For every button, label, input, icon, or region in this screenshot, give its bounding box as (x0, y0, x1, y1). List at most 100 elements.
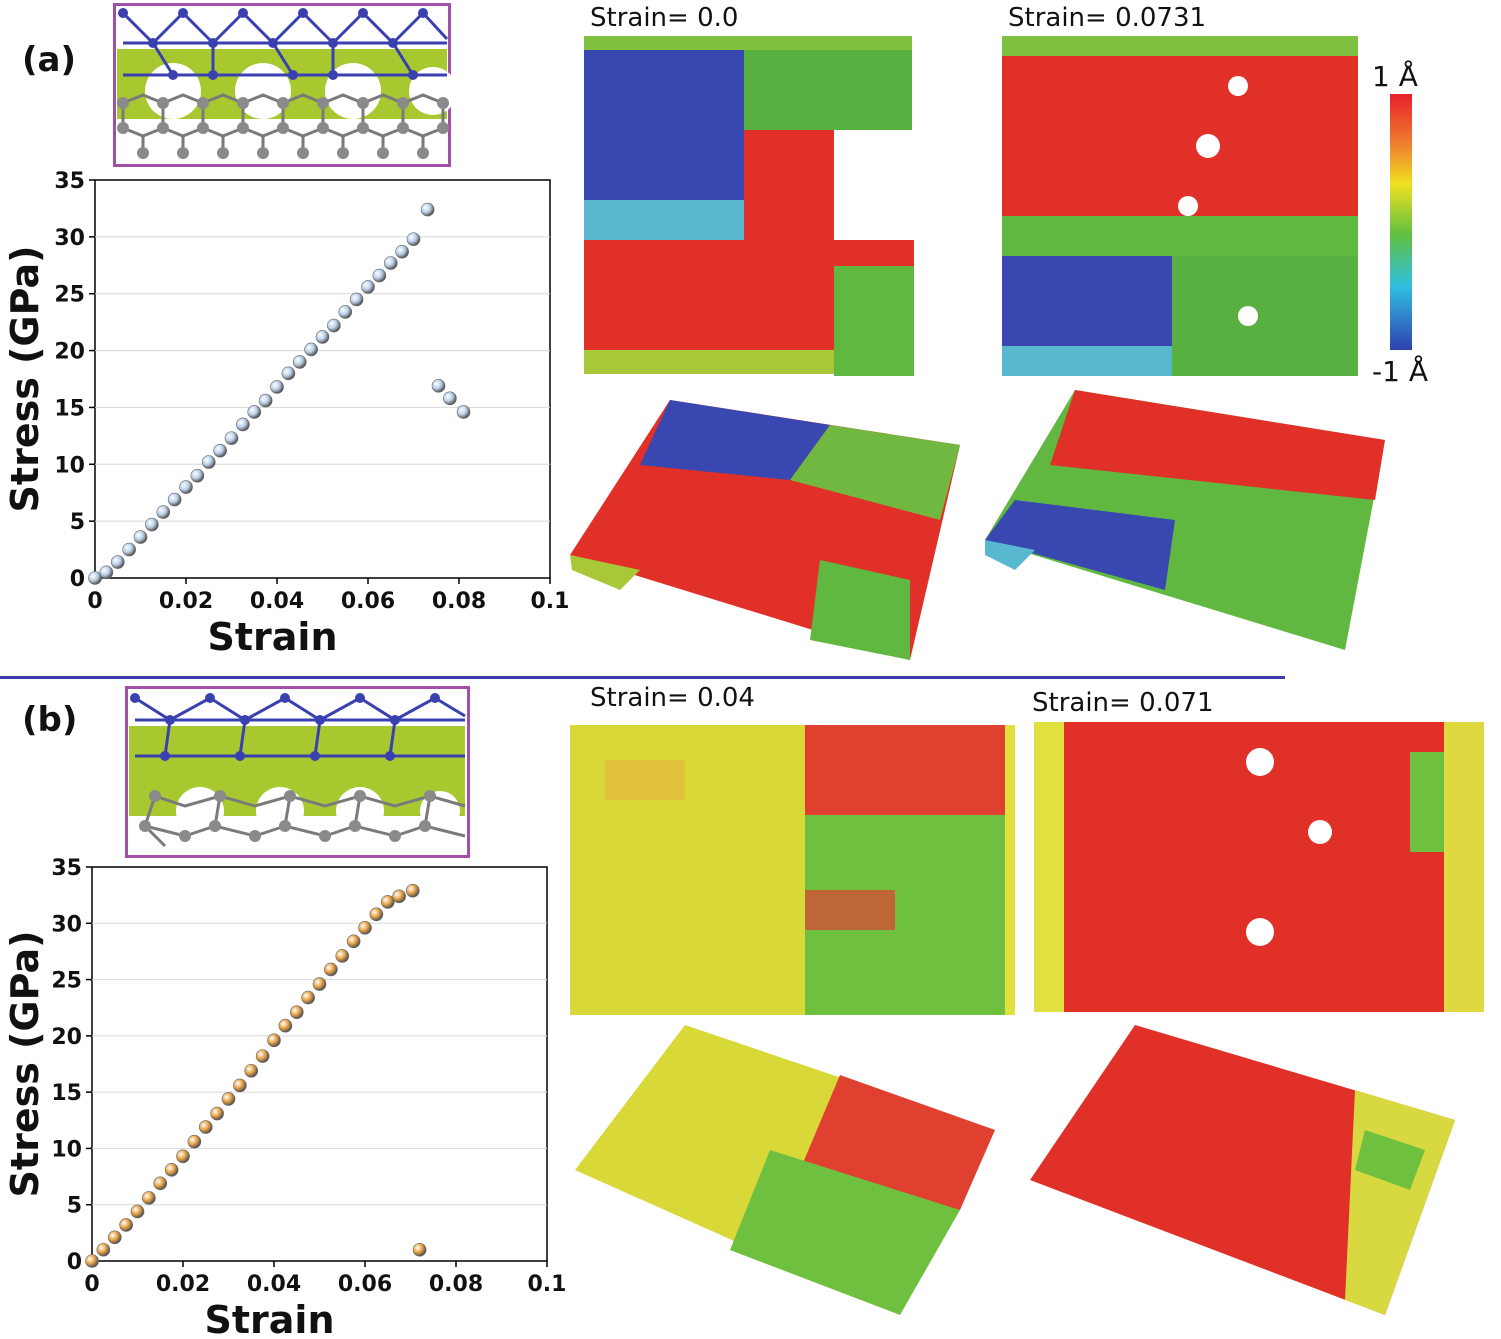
data-point (236, 417, 250, 432)
structure-side-view-a (113, 3, 451, 167)
data-point (258, 393, 273, 408)
x-tick-label: 0.04 (250, 589, 304, 614)
data-point (133, 530, 148, 544)
data-point (301, 990, 315, 1005)
x-tick-label: 0.02 (159, 589, 213, 614)
plot-area (94, 179, 551, 579)
data-point (406, 232, 421, 246)
data-point (201, 455, 216, 469)
atomic-map-b-strain-0071 (1030, 712, 1490, 1022)
x-tick-label: 0.1 (528, 1272, 567, 1297)
y-tick-label: 25 (54, 283, 85, 308)
data-point (247, 405, 262, 419)
y-tick-label: 25 (51, 969, 82, 994)
data-point (221, 1092, 236, 1106)
atomic-map-a-strain-0 (578, 36, 918, 381)
x-tick-label: 0.06 (338, 1272, 392, 1297)
data-point (99, 565, 114, 580)
data-point (412, 1242, 427, 1257)
data-point (312, 977, 327, 991)
data-point (289, 1005, 304, 1020)
atomic-map-b-strain-004 (565, 720, 1020, 1020)
data-point (210, 1106, 224, 1121)
data-point (176, 1149, 190, 1164)
colorbar (1390, 94, 1412, 350)
data-point (431, 379, 446, 393)
panel-divider (0, 676, 1285, 679)
data-point (213, 443, 227, 458)
y-tick-label: 10 (54, 453, 85, 478)
data-point (156, 505, 171, 519)
y-tick-label: 5 (67, 1194, 82, 1219)
data-point (153, 1176, 168, 1191)
data-point (145, 517, 159, 532)
data-point (281, 366, 296, 381)
data-point (372, 268, 387, 283)
y-tick-label: 10 (51, 1137, 82, 1162)
data-point (224, 431, 239, 445)
x-tick-label: 0.04 (247, 1272, 301, 1297)
y-tick-label: 5 (70, 510, 85, 535)
data-point (255, 1049, 270, 1063)
data-point (187, 1134, 202, 1149)
x-tick-label: 0.08 (432, 589, 486, 614)
data-point (164, 1163, 179, 1177)
data-point (361, 280, 375, 294)
x-tick-label: 0.02 (156, 1272, 210, 1297)
data-point (338, 305, 353, 319)
data-point (122, 542, 136, 557)
data-point (335, 949, 350, 963)
data-point (324, 962, 338, 977)
data-point (179, 480, 193, 494)
data-point (456, 405, 471, 419)
perspective-view-a-2 (985, 390, 1385, 650)
data-point (142, 1191, 156, 1205)
x-axis-label: Strain (205, 1298, 335, 1339)
y-tick-label: 35 (54, 170, 85, 194)
colorbar-min-label: -1 Å (1372, 355, 1428, 388)
x-tick-label: 0.06 (341, 589, 395, 614)
x-tick-label: 0 (87, 589, 102, 614)
colorbar-max-label: 1 Å (1372, 60, 1418, 93)
data-point (420, 202, 435, 217)
data-point (315, 330, 330, 344)
structure-title-a-1: Strain= 0.0 (590, 3, 739, 33)
y-tick-label: 30 (54, 226, 85, 251)
data-point (443, 391, 457, 406)
panel-a-label: (a) (22, 40, 77, 80)
data-point (349, 292, 364, 307)
stress-strain-chart-b: 0 5 10 15 20 25 30 35 0 0.02 0.04 0.06 0.08 0.1 Strain… (3, 856, 567, 1339)
y-tick-label: 0 (70, 567, 85, 592)
data-point (278, 1018, 293, 1033)
data-point (392, 889, 406, 904)
data-point (270, 380, 284, 394)
data-point (395, 244, 409, 259)
structure-side-view-b (125, 686, 470, 858)
data-point (107, 1230, 122, 1245)
y-tick-label: 30 (51, 912, 82, 937)
x-axis-label: Strain (208, 615, 338, 659)
x-tick-label: 0.1 (531, 589, 570, 614)
data-point (88, 571, 102, 585)
data-point (198, 1120, 213, 1134)
data-point (346, 934, 361, 949)
data-point (130, 1204, 145, 1219)
data-point (405, 883, 420, 898)
y-axis-label: Stress (GPa) (3, 931, 47, 1198)
y-axis-label: Stress (GPa) (3, 246, 47, 513)
data-point (327, 318, 341, 333)
data-point (233, 1078, 247, 1093)
atomic-map-a-strain-0731 (998, 36, 1363, 381)
data-point (110, 555, 125, 569)
data-point (380, 895, 395, 909)
structure-title-b-1: Strain= 0.04 (590, 683, 755, 713)
stress-strain-chart-a: 0 5 10 15 20 25 30 35 0 0.02 0.04 0.06 0.08 0.1 Strain… (3, 170, 570, 659)
data-point (244, 1063, 259, 1078)
y-tick-label: 15 (54, 396, 85, 421)
perspective-view-a-1 (570, 400, 960, 660)
data-point (96, 1242, 111, 1257)
data-point (119, 1218, 133, 1232)
data-point (267, 1033, 281, 1048)
data-point (383, 256, 398, 270)
y-tick-label: 20 (51, 1025, 82, 1050)
